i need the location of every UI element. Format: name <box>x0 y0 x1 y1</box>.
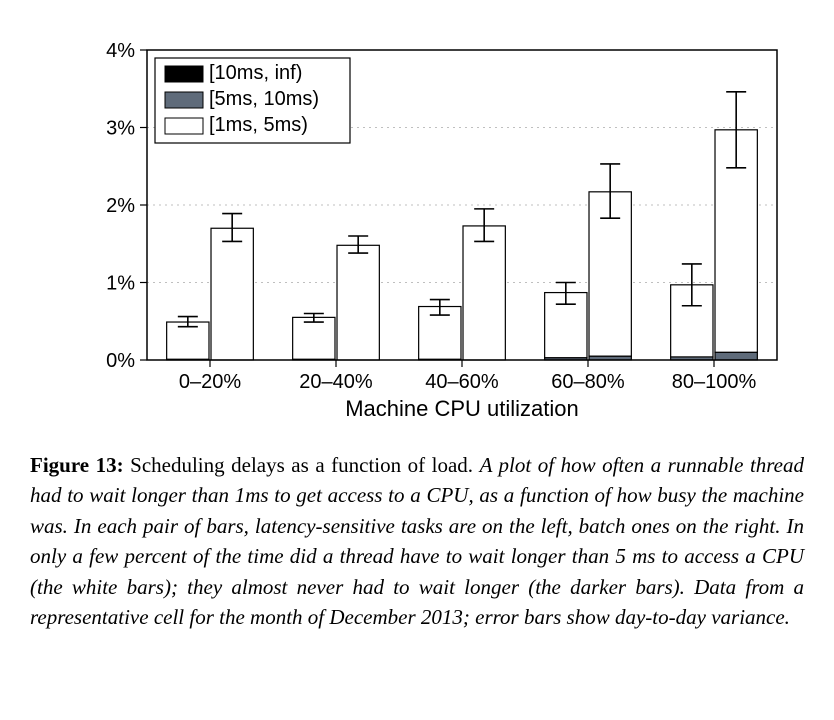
figure-title: Scheduling delays as a function of load. <box>130 453 473 477</box>
svg-text:0%: 0% <box>106 350 135 372</box>
svg-text:[5ms, 10ms): [5ms, 10ms) <box>209 88 319 110</box>
svg-text:0–20%: 0–20% <box>179 371 241 393</box>
svg-text:1%: 1% <box>106 273 135 295</box>
svg-text:80–100%: 80–100% <box>672 371 757 393</box>
svg-text:4%: 4% <box>106 40 135 62</box>
svg-text:3%: 3% <box>106 118 135 140</box>
svg-text:[1ms, 5ms): [1ms, 5ms) <box>209 114 308 136</box>
svg-text:40–60%: 40–60% <box>425 371 499 393</box>
figure-description: A plot of how often a runnable thread ha… <box>30 453 804 629</box>
figure-label: Figure 13: <box>30 453 124 477</box>
figure-caption: Figure 13: Scheduling delays as a functi… <box>30 450 804 633</box>
scheduling-delays-chart: 0% 1% 2% 3% 4% 0–20% 20–40% 40–60% 60–80% 80–100%… <box>37 30 797 430</box>
svg-text:2%: 2% <box>106 195 135 217</box>
svg-text:[10ms, inf): [10ms, inf) <box>209 62 302 84</box>
svg-text:Machine CPU utilization: Machine CPU utilization <box>345 396 579 421</box>
svg-text:60–80%: 60–80% <box>551 371 625 393</box>
chart-container: 0% 1% 2% 3% 4% 0–20% 20–40% 40–60% 60–80% 80–100%… <box>37 30 797 430</box>
svg-text:20–40%: 20–40% <box>299 371 373 393</box>
